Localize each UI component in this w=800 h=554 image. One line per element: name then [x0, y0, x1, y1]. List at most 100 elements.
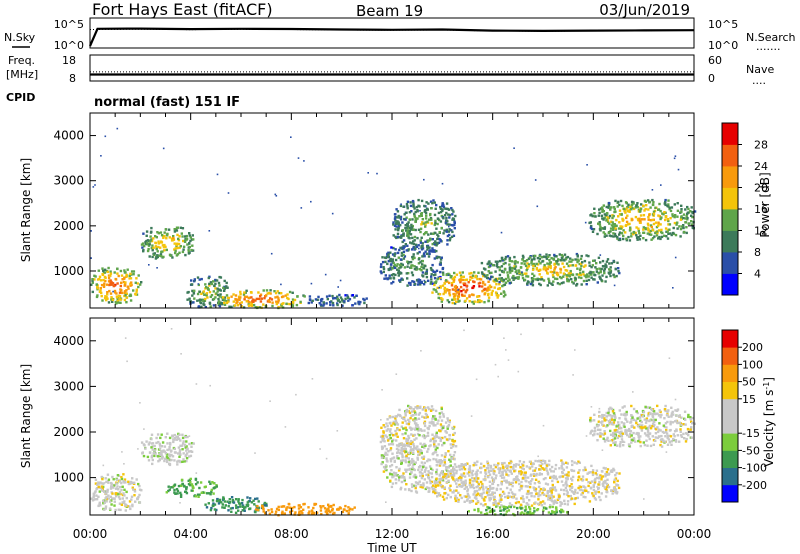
heatmap-cell	[465, 278, 469, 281]
heatmap-cell	[655, 234, 659, 237]
heatmap-cell	[431, 247, 434, 250]
heatmap-cell	[616, 479, 619, 483]
heatmap-cell	[555, 510, 558, 514]
heatmap-cell	[542, 459, 545, 462]
heatmap-cell	[564, 258, 568, 261]
heatmap-cell	[121, 493, 125, 497]
heatmap-cell	[678, 225, 681, 228]
heatmap-cell	[617, 227, 621, 230]
heatmap-cell	[593, 479, 597, 482]
heatmap-cell	[165, 234, 169, 237]
heatmap-cell	[531, 465, 534, 468]
heatmap-cell	[119, 298, 123, 301]
heatmap-cell	[651, 198, 654, 202]
heatmap-cell	[530, 492, 533, 495]
heatmap-cell	[547, 277, 550, 281]
heatmap-cell	[429, 481, 432, 485]
heatmap-cell	[409, 445, 412, 449]
heatmap-cell	[618, 426, 622, 429]
heatmap-cell	[437, 235, 440, 238]
heatmap-cell	[551, 496, 554, 499]
heatmap-cell	[592, 494, 595, 498]
heatmap-cell	[179, 245, 182, 248]
heatmap-cell	[175, 226, 179, 229]
heatmap-cell	[181, 442, 185, 445]
heatmap-cell	[185, 234, 188, 238]
heatmap-cell	[438, 231, 441, 234]
heatmap-cell	[649, 229, 652, 233]
heatmap-cell	[546, 267, 549, 271]
heatmap-cell	[598, 267, 601, 270]
heatmap-cell	[129, 272, 132, 276]
heatmap-cell	[433, 223, 436, 227]
heatmap-cell	[605, 275, 608, 279]
heatmap-cell	[524, 476, 527, 479]
heatmap-cell	[321, 297, 324, 301]
heatmap-cell	[118, 490, 122, 494]
heatmap-cell	[589, 419, 592, 422]
heatmap-cell	[444, 421, 448, 424]
heatmap-cell	[171, 256, 174, 259]
heatmap-cell	[190, 248, 193, 252]
heatmap-cell	[547, 463, 551, 467]
heatmap-cell	[665, 235, 668, 238]
heatmap-cell	[403, 449, 406, 452]
heatmap-cell	[410, 414, 413, 417]
heatmap-cell	[236, 300, 239, 304]
heatmap-cell	[256, 505, 259, 508]
heatmap-cell	[424, 217, 428, 220]
heatmap-cell	[158, 444, 162, 447]
heatmap-cell	[265, 294, 268, 297]
heatmap-cell	[120, 503, 124, 506]
heatmap-cell	[411, 257, 415, 261]
heatmap-cell	[608, 262, 611, 265]
heatmap-cell	[209, 281, 213, 284]
heatmap-cell	[433, 277, 437, 280]
heatmap-cell	[526, 512, 529, 516]
heatmap-cell	[412, 246, 415, 249]
heatmap-cell	[446, 417, 449, 420]
heatmap-cell	[509, 488, 512, 491]
heatmap-cell	[401, 456, 404, 459]
heatmap-cell	[193, 289, 196, 292]
heatmap-cell	[398, 443, 402, 447]
heatmap-cell	[483, 478, 487, 482]
heatmap-cell	[603, 417, 606, 420]
heatmap-cell	[459, 279, 463, 282]
heatmap-cell	[289, 513, 292, 516]
heatmap-cell	[430, 475, 434, 479]
heatmap-cell	[240, 301, 243, 304]
heatmap-cell	[288, 302, 291, 306]
heatmap-cell	[381, 256, 384, 259]
heatmap-cell	[438, 474, 441, 477]
heatmap-cell	[291, 303, 294, 307]
station-title: Fort Hays East (fitACF)	[92, 0, 273, 19]
heatmap-cell	[468, 496, 471, 499]
heatmap-cell	[589, 487, 593, 490]
heatmap-cell	[528, 481, 531, 484]
heatmap-cell	[403, 478, 406, 482]
heatmap-cell	[189, 484, 192, 487]
heatmap-cell	[403, 255, 407, 258]
heatmap-cell	[486, 274, 489, 277]
heatmap-cell	[399, 266, 402, 269]
heatmap-cell	[404, 414, 407, 417]
heatmap-cell	[179, 444, 182, 447]
heatmap-cell	[684, 423, 687, 426]
heatmap-cell	[303, 295, 306, 298]
heatmap-cell	[537, 498, 540, 501]
heatmap-cell	[212, 280, 215, 283]
heatmap-cell	[413, 267, 417, 271]
heatmap-cell	[430, 268, 433, 271]
heatmap-cell	[277, 508, 280, 512]
heatmap-cell	[630, 434, 633, 437]
heatmap-cell	[288, 503, 291, 506]
heatmap-cell	[466, 499, 469, 502]
heatmap-cell	[603, 265, 606, 268]
heatmap-cell	[100, 485, 104, 488]
heatmap-cell	[132, 289, 135, 292]
heatmap-cell	[615, 274, 618, 278]
heatmap-cell	[162, 236, 165, 239]
heatmap-cell	[424, 469, 427, 472]
heatmap-cell	[594, 492, 597, 495]
